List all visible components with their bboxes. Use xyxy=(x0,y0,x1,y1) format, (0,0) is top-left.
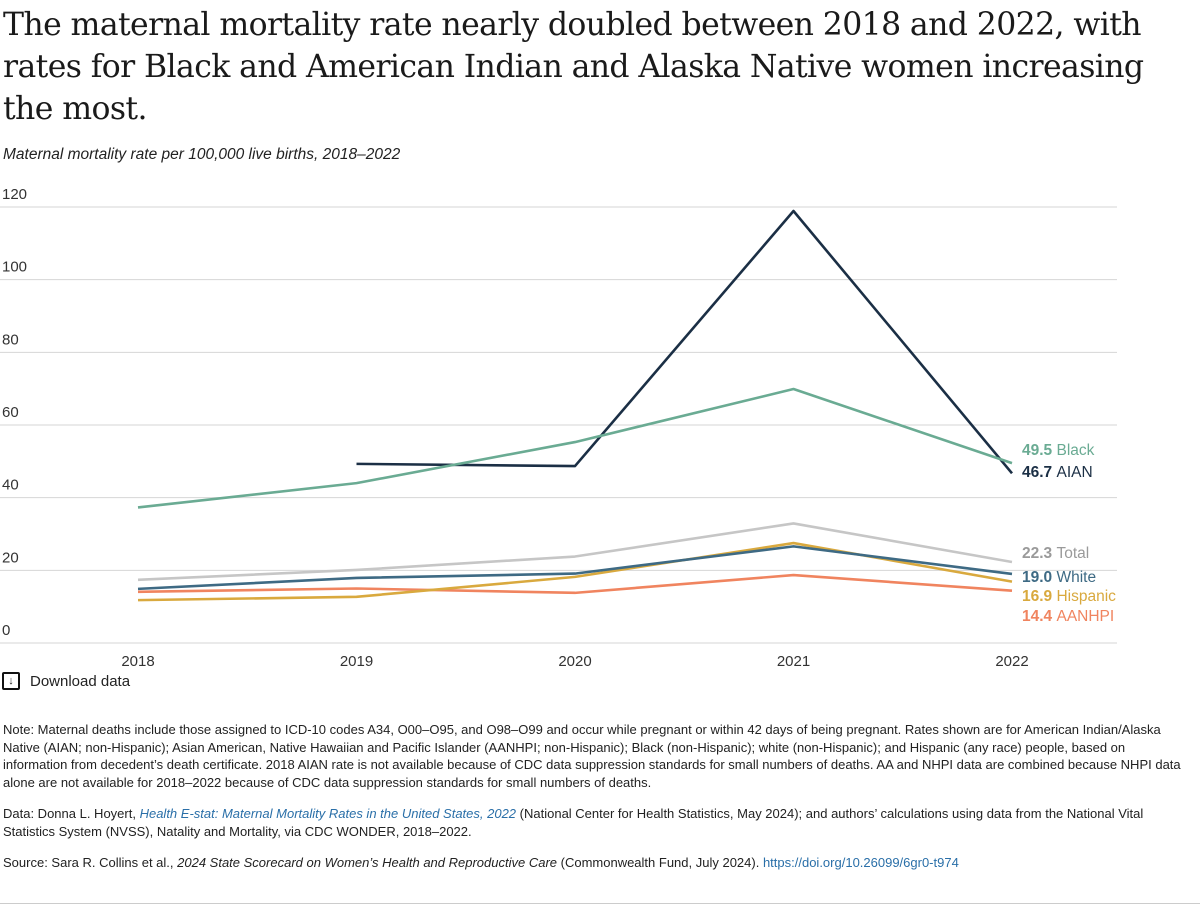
note-text: Note: Maternal deaths include those assi… xyxy=(3,722,1181,790)
x-tick-label: 2022 xyxy=(995,653,1028,670)
data-source-link[interactable]: Health E-stat: Maternal Mortality Rates … xyxy=(139,806,517,821)
y-tick-label: 0 xyxy=(2,622,10,639)
end-label-aanhpi: 14.4 AANHPI xyxy=(1022,608,1114,625)
y-tick-label: 100 xyxy=(2,259,27,276)
data-text: Data: Donna L. Hoyert, Health E-stat: Ma… xyxy=(3,805,1193,840)
download-icon: ↓ xyxy=(2,672,20,690)
chart-title: The maternal mortality rate nearly doubl… xyxy=(3,7,1144,127)
x-tick-label: 2021 xyxy=(777,653,810,670)
doi-link[interactable]: https://doi.org/10.26099/6gr0-t974 xyxy=(762,855,959,870)
x-tick-label: 2019 xyxy=(340,653,373,670)
series-line-white xyxy=(137,545,1013,591)
end-label-black: 49.5 Black xyxy=(1022,442,1095,459)
end-label-total: 22.3 Total xyxy=(1022,545,1089,562)
source-text: Source: Sara R. Collins et al., 2024 Sta… xyxy=(3,854,1193,872)
end-label-white: 19.0 White xyxy=(1022,569,1096,586)
bottom-divider xyxy=(0,903,1200,904)
x-tick-label: 2020 xyxy=(558,653,591,670)
source-suffix: (Commonwealth Fund, July 2024). xyxy=(557,855,763,870)
end-label-aian: 46.7 AIAN xyxy=(1022,464,1093,481)
y-tick-label: 20 xyxy=(2,549,19,566)
series-line-black xyxy=(137,387,1013,509)
end-label-hispanic: 16.9 Hispanic xyxy=(1022,588,1116,605)
x-tick-label: 2018 xyxy=(121,653,154,670)
data-prefix: Data: Donna L. Hoyert, xyxy=(3,806,140,821)
download-label: Download data xyxy=(30,672,131,690)
y-tick-label: 40 xyxy=(2,477,19,494)
series-line-total xyxy=(137,522,1013,582)
y-tick-label: 60 xyxy=(2,404,19,421)
chart-subtitle: Maternal mortality rate per 100,000 live… xyxy=(3,146,401,163)
series-line-aian xyxy=(356,209,1013,475)
series-line-aanhpi xyxy=(137,573,1013,595)
data-suffix: (National Center for Health Statistics, … xyxy=(3,806,1144,839)
source-prefix: Source: Sara R. Collins et al., xyxy=(3,855,178,870)
y-tick-label: 80 xyxy=(2,331,19,348)
notes-section: Note: Maternal deaths include those assi… xyxy=(3,721,1193,886)
download-data-button[interactable]: ↓ Download data xyxy=(2,672,130,690)
source-title: 2024 State Scorecard on Women’s Health a… xyxy=(177,855,558,870)
y-tick-label: 120 xyxy=(2,186,27,203)
line-chart: 0 20 40 60 80 100 120 2018 2019 2020 2021 2022 14.4 … xyxy=(0,186,1117,670)
